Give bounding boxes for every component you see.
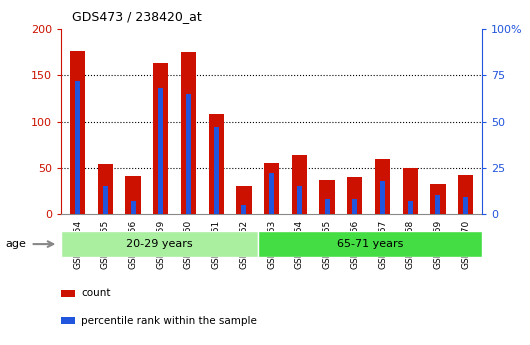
Bar bbox=[258, 231, 482, 257]
Bar bbox=[158, 88, 163, 214]
Bar bbox=[214, 127, 219, 214]
Bar bbox=[209, 114, 224, 214]
Bar bbox=[181, 52, 196, 214]
Bar bbox=[236, 186, 252, 214]
Bar bbox=[430, 184, 446, 214]
Bar bbox=[153, 62, 169, 214]
Bar bbox=[403, 168, 418, 214]
Bar bbox=[324, 199, 330, 214]
Bar bbox=[61, 290, 75, 297]
Bar bbox=[347, 177, 363, 214]
Bar bbox=[75, 81, 80, 214]
Text: 20-29 years: 20-29 years bbox=[126, 239, 192, 249]
Text: GDS473 / 238420_at: GDS473 / 238420_at bbox=[72, 10, 201, 23]
Bar bbox=[408, 201, 413, 214]
Bar bbox=[103, 186, 108, 214]
Text: count: count bbox=[82, 288, 111, 298]
Bar bbox=[292, 155, 307, 214]
Bar bbox=[297, 186, 302, 214]
Text: age: age bbox=[5, 239, 26, 249]
Bar bbox=[70, 51, 85, 214]
Bar bbox=[186, 94, 191, 214]
Bar bbox=[380, 181, 385, 214]
Bar bbox=[463, 197, 468, 214]
Bar bbox=[436, 195, 440, 214]
Bar bbox=[126, 176, 140, 214]
Bar bbox=[130, 201, 136, 214]
Text: percentile rank within the sample: percentile rank within the sample bbox=[82, 316, 258, 326]
Bar bbox=[264, 163, 279, 214]
Bar bbox=[458, 175, 473, 214]
Bar bbox=[61, 231, 258, 257]
Text: 65-71 years: 65-71 years bbox=[337, 239, 403, 249]
Bar bbox=[375, 159, 390, 214]
Bar bbox=[269, 173, 274, 214]
Bar bbox=[61, 317, 75, 324]
Bar bbox=[352, 199, 357, 214]
Bar bbox=[98, 164, 113, 214]
Bar bbox=[320, 180, 334, 214]
Bar bbox=[241, 205, 246, 214]
